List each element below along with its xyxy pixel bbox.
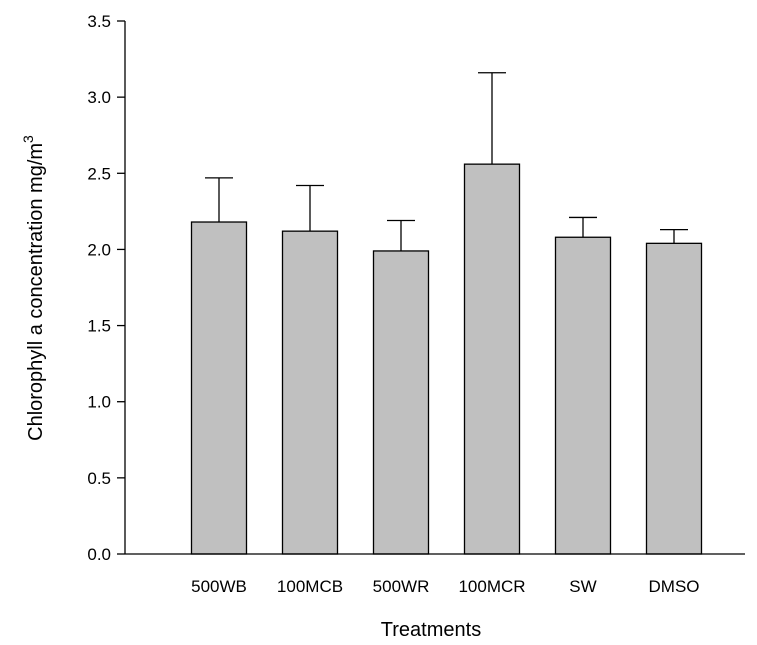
x-ticks-layer: 500WB 100MCB 500WR 100MCR SW DMSO (191, 577, 699, 596)
y-tick-label: 0.5 (87, 469, 111, 488)
bar-dmso (645, 242, 703, 555)
x-axis-title: Treatments (381, 619, 481, 641)
y-tick-label: 2.5 (87, 164, 111, 183)
x-tick-label: 100MCR (458, 577, 525, 596)
x-tick-label: DMSO (649, 577, 700, 596)
bar-500wb (190, 221, 248, 555)
axes-layer (124, 21, 745, 555)
y-axis-title-text: Chlorophyll a concentration mg/m (25, 143, 47, 441)
y-tick-label: 1.0 (87, 393, 111, 412)
bar-500wr (372, 250, 430, 555)
y-tick-label: 2.0 (87, 240, 111, 259)
x-tick-label: 100MCB (277, 577, 343, 596)
bar-100mcb (281, 230, 339, 555)
bar-sw (554, 236, 612, 555)
y-ticks-layer: 0.0 0.5 1.0 1.5 2.0 2.5 3.0 3.5 (87, 12, 125, 564)
y-tick-label: 1.5 (87, 317, 111, 336)
error-bars-layer (205, 72, 688, 251)
y-axis-title: Chlorophyll a concentration mg/m3 (20, 135, 47, 441)
bar-100mcr (463, 163, 521, 555)
y-tick-label: 3.0 (87, 88, 111, 107)
y-tick-label: 0.0 (87, 545, 111, 564)
bars-layer (190, 163, 703, 555)
x-tick-label: 500WB (191, 577, 247, 596)
x-tick-label: SW (569, 577, 596, 596)
y-tick-label: 3.5 (87, 12, 111, 31)
y-axis-title-superscript: 3 (20, 135, 36, 143)
x-tick-label: 500WR (373, 577, 430, 596)
